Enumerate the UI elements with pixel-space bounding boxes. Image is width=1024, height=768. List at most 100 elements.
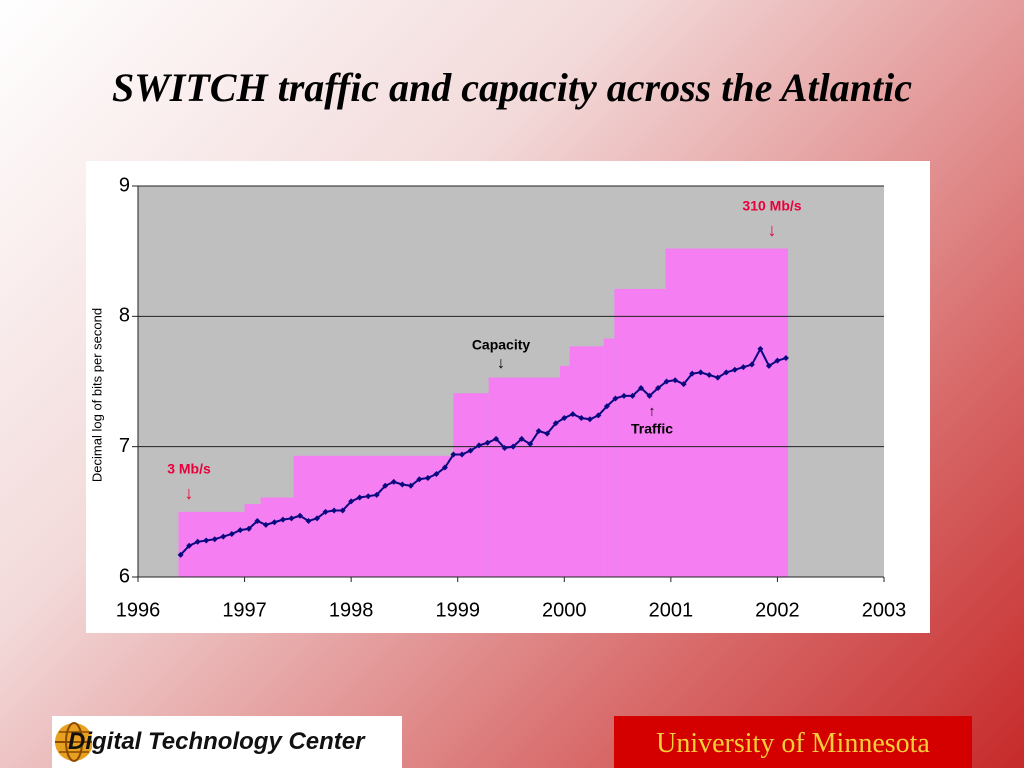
y-tick-label: 9 (119, 174, 130, 196)
traffic-marker (365, 493, 372, 500)
traffic-marker (254, 517, 261, 524)
traffic-marker (535, 428, 542, 435)
traffic-marker (518, 435, 525, 442)
traffic-marker (680, 381, 687, 388)
traffic-marker (697, 369, 704, 376)
x-tick-label: 1999 (435, 599, 480, 621)
capacity-step (453, 393, 489, 577)
x-tick-label: 2000 (542, 599, 587, 621)
traffic-marker (552, 420, 559, 427)
x-tick-label: 2003 (862, 599, 907, 621)
traffic-marker (774, 357, 781, 364)
traffic-marker (237, 527, 244, 534)
traffic-marker (322, 508, 329, 515)
institution: University of Minnesota (614, 716, 972, 768)
annotation: 310 Mb/s (742, 198, 801, 214)
annotation: ↓ (185, 483, 194, 503)
traffic-marker (561, 414, 568, 421)
traffic-marker (765, 362, 772, 369)
traffic-marker (339, 507, 346, 514)
series-label: Traffic (631, 421, 673, 437)
capacity-step (260, 497, 294, 577)
traffic-marker (578, 414, 585, 421)
x-tick-label: 1998 (329, 599, 374, 621)
x-tick-label: 1996 (116, 599, 161, 621)
capacity-step (603, 338, 615, 577)
traffic-marker (646, 392, 653, 399)
series-label: Capacity (472, 337, 531, 353)
traffic-marker (714, 374, 721, 381)
x-tick-label: 2001 (649, 599, 694, 621)
traffic-marker (296, 512, 303, 519)
traffic-marker (433, 471, 440, 478)
traffic-marker (731, 366, 738, 373)
traffic-marker (331, 507, 338, 514)
y-tick-label: 8 (119, 305, 130, 327)
capacity-step (488, 377, 561, 577)
traffic-marker (544, 430, 551, 437)
traffic-marker (706, 371, 713, 378)
traffic-marker (356, 494, 363, 501)
y-tick-label: 6 (119, 565, 130, 587)
traffic-marker (211, 536, 218, 543)
annotation: ↓ (768, 220, 777, 240)
traffic-marker (689, 370, 696, 377)
traffic-marker (288, 515, 295, 522)
annotation: ↓ (497, 355, 505, 372)
traffic-marker (186, 542, 193, 549)
traffic-marker (663, 378, 670, 385)
traffic-marker (501, 444, 508, 451)
x-tick-label: 2002 (755, 599, 800, 621)
traffic-marker (305, 517, 312, 524)
traffic-marker (748, 361, 755, 368)
traffic-marker (203, 537, 210, 544)
x-tick-label: 1997 (222, 599, 267, 621)
globe-icon (55, 722, 92, 762)
capacity-step (560, 365, 570, 577)
traffic-marker (603, 403, 610, 410)
logo: Digital Technology Center (52, 716, 402, 768)
traffic-marker (279, 516, 286, 523)
traffic-marker (723, 369, 730, 376)
traffic-marker (220, 533, 227, 540)
traffic-marker (390, 478, 397, 485)
traffic-marker (527, 441, 534, 448)
traffic-marker (638, 385, 645, 392)
traffic-marker (672, 377, 679, 384)
traffic-marker (484, 439, 491, 446)
traffic-marker (782, 355, 789, 362)
traffic-marker (245, 525, 252, 532)
traffic-marker (629, 392, 636, 399)
capacity-step (244, 504, 261, 577)
traffic-marker (450, 451, 457, 458)
traffic-marker (373, 491, 380, 498)
traffic-marker (228, 530, 235, 537)
logo-text: Digital Technology Center (68, 728, 365, 755)
traffic-marker (612, 395, 619, 402)
capacity-step (665, 248, 789, 577)
traffic-marker (382, 482, 389, 489)
traffic-marker (493, 435, 500, 442)
y-tick-label: 7 (119, 435, 130, 457)
capacity-step (614, 288, 666, 577)
traffic-marker (314, 515, 321, 522)
traffic-marker (416, 476, 423, 483)
traffic-marker (348, 498, 355, 505)
traffic-marker (510, 443, 517, 450)
traffic-marker (467, 447, 474, 454)
traffic-marker (194, 538, 201, 545)
annotation: 3 Mb/s (167, 461, 211, 477)
traffic-marker (177, 551, 184, 558)
traffic-marker (399, 481, 406, 488)
slide-title: SWITCH traffic and capacity across the A… (111, 65, 913, 110)
traffic-marker (407, 482, 414, 489)
traffic-marker (441, 464, 448, 471)
annotation: ↑ (649, 403, 656, 419)
traffic-marker (757, 345, 764, 352)
traffic-marker (655, 385, 662, 392)
traffic-marker (586, 416, 593, 423)
traffic-marker (569, 411, 576, 418)
traffic-marker (476, 442, 483, 449)
